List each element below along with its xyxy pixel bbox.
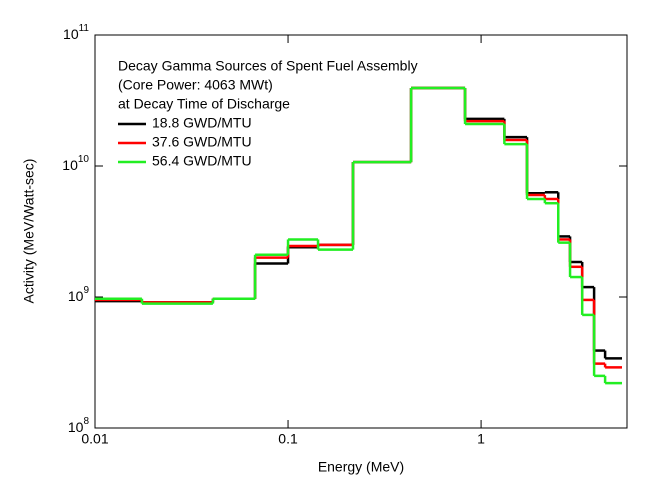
x-axis-label: Energy (MeV) — [318, 459, 404, 475]
x-tick-label: 1 — [477, 431, 485, 447]
y-tick-exponent: 10 — [78, 154, 90, 165]
y-tick-label: 1010 — [62, 154, 89, 173]
legend-title: at Decay Time of Discharge — [118, 96, 290, 112]
y-tick-base: 10 — [62, 157, 78, 173]
legend-label: 37.6 GWD/MTU — [152, 134, 252, 150]
y-tick-label: 109 — [68, 285, 90, 304]
x-tick-label: 0.01 — [81, 431, 108, 447]
y-axis-label: Activity (MeV/Watt-sec) — [21, 159, 37, 304]
y-tick-base: 10 — [68, 288, 84, 304]
y-tick-exponent: 11 — [79, 23, 90, 34]
legend-title: Decay Gamma Sources of Spent Fuel Assemb… — [118, 58, 418, 74]
y-tick-label: 1011 — [63, 23, 89, 42]
legend-label: 56.4 GWD/MTU — [152, 153, 252, 169]
y-tick-exponent: 9 — [83, 285, 89, 296]
y-tick-base: 10 — [68, 419, 84, 435]
legend-label: 18.8 GWD/MTU — [152, 115, 252, 131]
x-tick-label: 0.1 — [278, 431, 298, 447]
y-tick-label: 108 — [68, 416, 90, 435]
y-tick-exponent: 8 — [83, 416, 89, 427]
legend-title: (Core Power: 4063 MWt) — [118, 77, 273, 93]
y-tick-base: 10 — [63, 26, 79, 42]
plot-frame — [94, 34, 628, 429]
